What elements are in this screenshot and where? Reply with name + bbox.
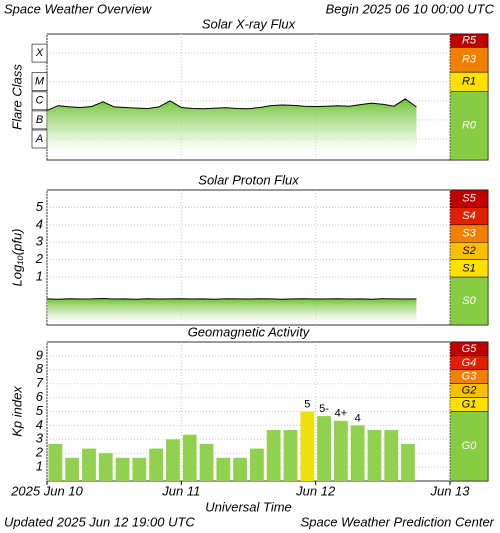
y-tick-label: 8	[36, 361, 44, 376]
begin-time: Begin 2025 06 10 00:00 UTC	[326, 1, 495, 16]
scale-label: G0	[462, 440, 478, 452]
scale-label: R0	[462, 120, 477, 132]
scale-band	[449, 276, 489, 326]
kp-bar	[350, 425, 365, 481]
kp-bar	[182, 434, 197, 481]
y-tick-label: A	[35, 133, 43, 145]
scale-label: S0	[462, 295, 476, 307]
credit: Space Weather Prediction Center	[301, 514, 495, 529]
value-label: 5-	[319, 403, 329, 415]
kp-bar	[216, 457, 231, 481]
class-box	[31, 72, 48, 92]
class-box	[31, 91, 48, 111]
y-tick-label: 2	[35, 251, 44, 266]
kp-bar	[384, 429, 399, 481]
kp-bar	[333, 420, 348, 481]
x-tick-label: Jun 11	[161, 483, 200, 498]
scale-label: G2	[462, 385, 477, 397]
y-tick-label: B	[36, 114, 43, 126]
y-tick-label: 1	[36, 269, 43, 284]
x-tick-label: 2025 Jun 10	[10, 483, 83, 498]
value-label: 4+	[335, 408, 348, 420]
kp-bar	[115, 457, 130, 481]
y-tick-label: 5	[36, 403, 44, 418]
scale-label: S5	[462, 193, 476, 205]
scale-band	[449, 91, 489, 161]
y-tick-label: 9	[36, 347, 43, 362]
chart-title: Solar X-ray Flux	[202, 16, 296, 31]
y-tick-label: 3	[36, 431, 44, 446]
scale-band	[449, 47, 489, 73]
flux-line	[46, 98, 417, 111]
scale-label: G5	[462, 343, 478, 355]
kp-bar	[166, 439, 180, 481]
page-title: Space Weather Overview	[4, 1, 153, 16]
scale-label: R5	[462, 35, 477, 47]
y-axis-label: Flare Class	[9, 64, 24, 130]
flux-line	[46, 297, 417, 300]
kp-bar	[233, 457, 247, 481]
kp-bar	[401, 443, 415, 481]
x-axis-label: Universal Time	[205, 499, 292, 514]
kp-bar	[82, 448, 96, 481]
scale-label: S1	[462, 262, 475, 274]
y-tick-label: 2	[35, 445, 44, 460]
kp-bar	[199, 443, 214, 481]
y-axis-label: Kp index	[9, 386, 24, 437]
chart-title: Solar Proton Flux	[198, 172, 299, 187]
scale-label: S2	[462, 245, 475, 257]
y-tick-label: 5	[36, 199, 44, 214]
kp-bar	[132, 457, 147, 481]
scale-label: G1	[462, 398, 477, 410]
value-label: 5	[304, 398, 310, 410]
scale-label: R3	[462, 54, 477, 66]
y-tick-label: 4	[36, 216, 43, 231]
scale-label: G4	[462, 357, 477, 369]
y-tick-label: 6	[36, 389, 44, 404]
y-axis-label: Log₁₀(pfu)	[9, 229, 24, 287]
kp-bar	[149, 448, 164, 481]
kp-bar	[283, 429, 298, 481]
y-tick-label: X	[35, 47, 44, 59]
kp-bar	[65, 457, 80, 481]
flux-area	[47, 98, 417, 160]
scale-label: G3	[462, 371, 478, 383]
updated-time: Updated 2025 Jun 12 19:00 UTC	[4, 514, 195, 529]
x-tick-label: Jun 12	[295, 483, 336, 498]
kp-bar	[300, 411, 315, 481]
class-box	[31, 43, 48, 63]
chart-title: Geomagnetic Activity	[188, 324, 311, 339]
scale-label: S3	[462, 227, 476, 239]
kp-bar	[367, 429, 382, 481]
scale-label: S4	[462, 210, 475, 222]
kp-bar	[317, 416, 331, 481]
y-tick-label: 4	[36, 417, 43, 432]
kp-bar	[98, 453, 113, 481]
flux-area	[47, 298, 417, 325]
y-tick-label: C	[36, 95, 44, 107]
kp-bar	[48, 443, 63, 481]
y-tick-label: M	[35, 76, 45, 88]
kp-bar	[266, 429, 281, 481]
y-tick-label: 7	[36, 375, 44, 390]
kp-bar	[250, 448, 264, 481]
y-tick-label: 1	[36, 459, 43, 474]
scale-band	[449, 411, 489, 482]
scale-label: R1	[462, 76, 476, 88]
y-tick-label: 3	[36, 234, 44, 249]
value-label: 4	[355, 412, 361, 424]
x-tick-label: Jun 13	[429, 483, 470, 498]
